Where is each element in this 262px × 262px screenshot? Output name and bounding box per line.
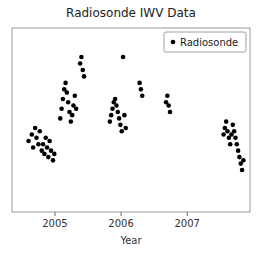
point [233, 135, 238, 140]
point [108, 119, 113, 124]
point [69, 119, 74, 124]
point [234, 142, 239, 147]
point [166, 103, 171, 108]
point [47, 139, 52, 144]
plot-frame [12, 28, 250, 212]
point [51, 158, 56, 163]
point [65, 90, 70, 95]
point [123, 126, 128, 131]
point [58, 116, 63, 121]
point [26, 139, 31, 144]
point [61, 97, 66, 102]
point [225, 129, 230, 134]
point [122, 113, 127, 118]
point [33, 126, 38, 131]
point [30, 132, 35, 137]
point [41, 142, 46, 147]
point [236, 148, 241, 153]
point [140, 93, 145, 98]
point [168, 110, 173, 115]
point [115, 110, 120, 115]
point [118, 123, 123, 128]
x-tick-label: 2007 [174, 218, 199, 229]
point [137, 81, 142, 86]
point [82, 74, 87, 79]
point [113, 97, 118, 102]
point [231, 123, 236, 128]
legend-marker [171, 40, 176, 45]
point [80, 68, 85, 73]
point [74, 106, 79, 111]
point [224, 119, 229, 124]
x-tick [121, 212, 122, 216]
point [31, 145, 36, 150]
point [110, 106, 115, 111]
point [43, 135, 48, 140]
point [241, 158, 246, 163]
point [237, 155, 242, 160]
point [59, 106, 64, 111]
title: Radiosonde IWV Data [66, 6, 196, 20]
point [78, 61, 83, 66]
x-tick-label: 2006 [108, 218, 133, 229]
point [114, 103, 119, 108]
x-tick [54, 212, 55, 216]
legend-box [164, 32, 246, 52]
point [42, 152, 47, 157]
legend: Radiosonde [164, 32, 246, 52]
point [232, 129, 237, 134]
point [121, 55, 126, 60]
point [139, 87, 144, 92]
point [228, 142, 233, 147]
point [46, 155, 51, 160]
chart: Radiosonde IWV Data 2005 2006 2007 Year Radio… [0, 0, 262, 262]
point [52, 152, 57, 157]
points [26, 55, 245, 173]
point [45, 145, 50, 150]
point [119, 129, 124, 134]
point [221, 132, 226, 137]
point [37, 129, 42, 134]
x-tick-label: 2005 [42, 218, 67, 229]
legend-label: Radiosonde [180, 37, 238, 48]
point [73, 93, 78, 98]
point [165, 93, 170, 98]
point [49, 148, 54, 153]
point [79, 55, 84, 60]
point [63, 81, 68, 86]
point [109, 113, 114, 118]
point [66, 100, 71, 105]
point [240, 168, 245, 173]
point [36, 142, 41, 147]
point [117, 116, 122, 121]
point [70, 113, 75, 118]
point [34, 135, 39, 140]
x-axis-label: Year [119, 235, 142, 246]
x-tick [187, 212, 188, 216]
